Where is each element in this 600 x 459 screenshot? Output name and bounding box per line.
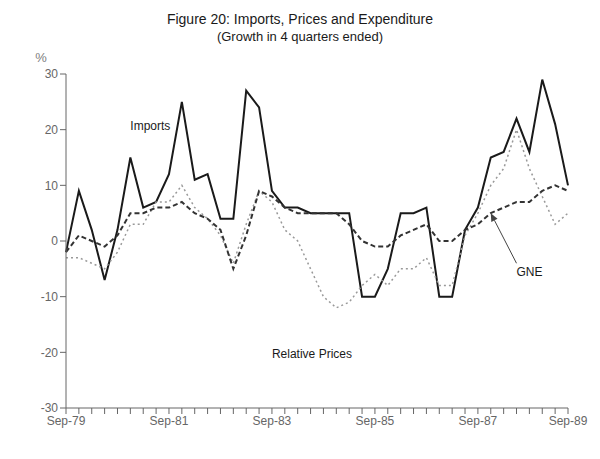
svg-text:-20: -20 <box>41 346 59 360</box>
svg-text:Sep-79: Sep-79 <box>47 414 86 428</box>
svg-text:Sep-89: Sep-89 <box>549 414 588 428</box>
svg-text:20: 20 <box>45 123 59 137</box>
svg-text:30: 30 <box>45 67 59 81</box>
svg-text:Sep-83: Sep-83 <box>253 414 292 428</box>
svg-text:-30: -30 <box>41 401 59 415</box>
html-text:Figure 20: Imports, Prices and: Figure 20: Imports, Prices and Expenditu… <box>166 11 434 27</box>
svg-text:Imports: Imports <box>130 119 170 133</box>
svg-text:Sep-87: Sep-87 <box>459 414 498 428</box>
html-text:(Growth in 4 quarters ended): (Growth in 4 quarters ended) <box>216 29 384 44</box>
svg-text:-10: -10 <box>41 290 59 304</box>
svg-text:0: 0 <box>51 234 58 248</box>
svg-text:GNE: GNE <box>517 265 543 279</box>
svg-text:%: % <box>35 50 47 65</box>
svg-text:Sep-85: Sep-85 <box>356 414 395 428</box>
svg-text:Relative Prices: Relative Prices <box>272 347 352 361</box>
svg-text:Sep-81: Sep-81 <box>150 414 189 428</box>
svg-text:10: 10 <box>45 179 59 193</box>
